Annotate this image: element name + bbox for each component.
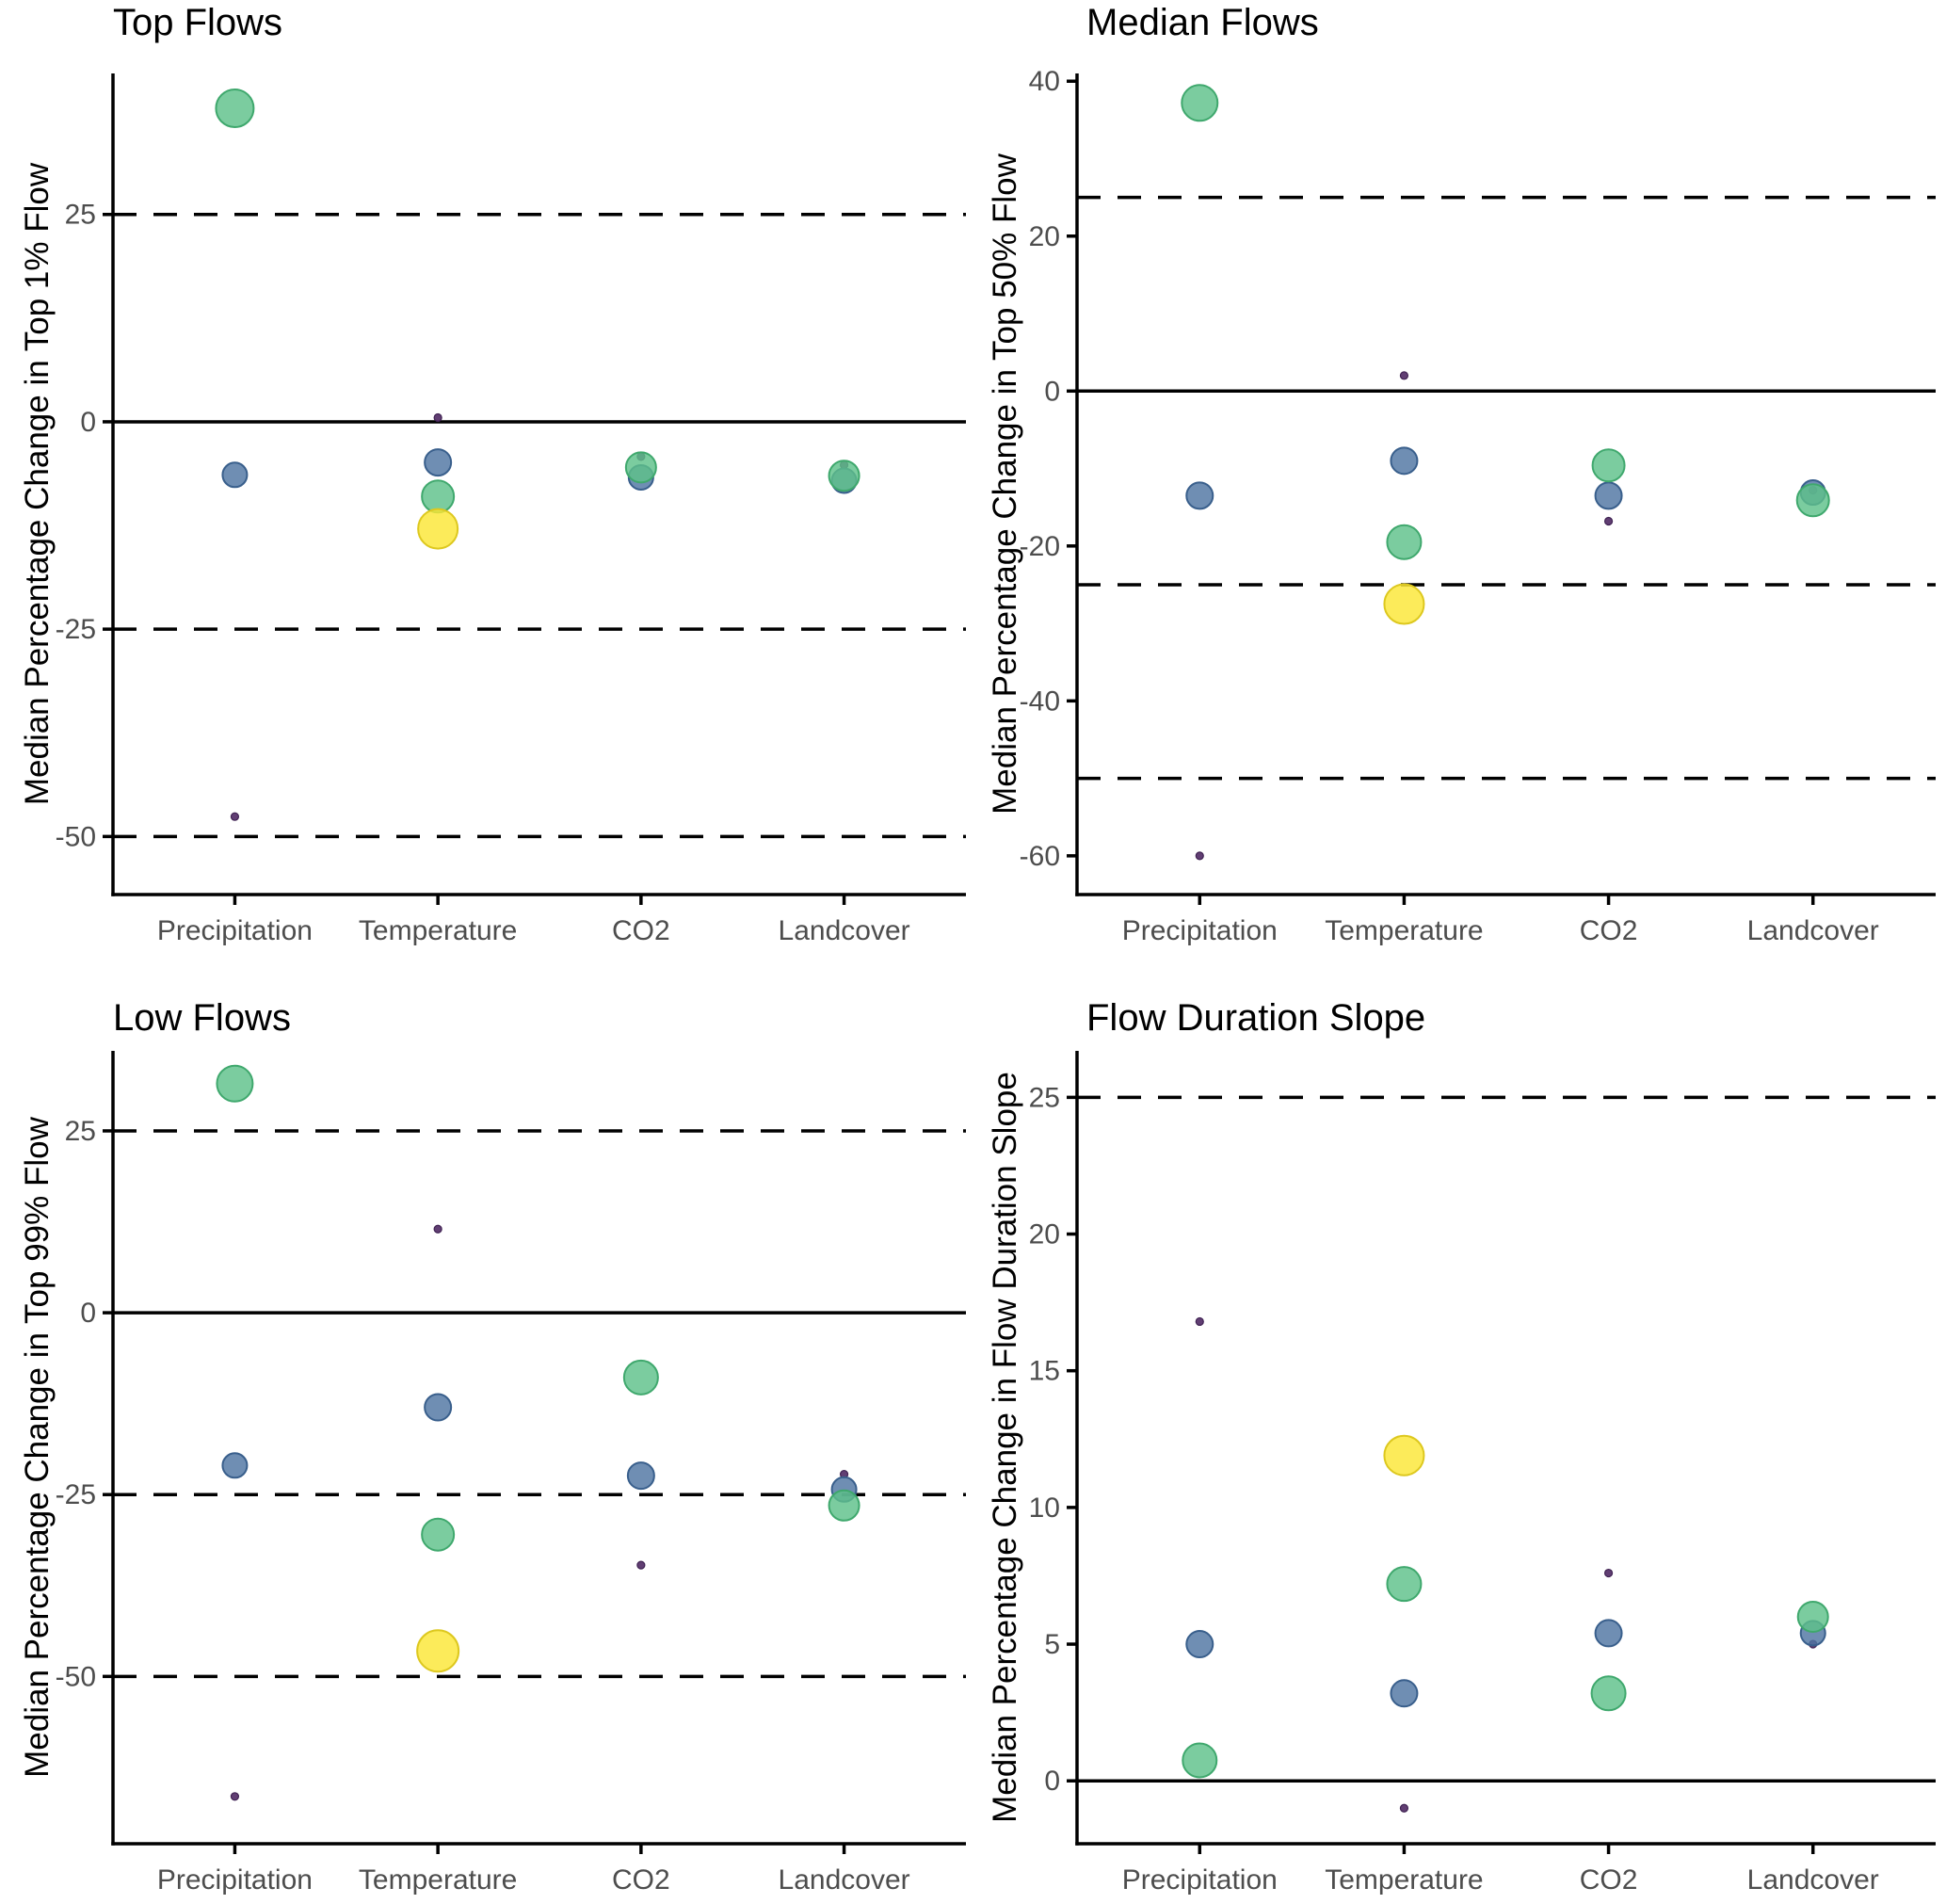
chart-title: Median Flows (1086, 2, 1319, 43)
y-tick-label: 25 (65, 1116, 96, 1147)
y-tick-label: 0 (1044, 1766, 1060, 1797)
green-data-point (828, 460, 860, 492)
y-tick-label: -20 (1020, 531, 1060, 562)
yellow-data-point (416, 1629, 460, 1673)
y-tick-label: 5 (1044, 1629, 1060, 1660)
green-data-point (1386, 1566, 1423, 1603)
category-label: Precipitation (157, 915, 313, 946)
category-label: Landcover (779, 915, 910, 946)
blue-data-point (626, 1461, 655, 1491)
category-label: Precipitation (157, 1864, 313, 1896)
purple-data-point (1603, 1568, 1614, 1578)
green-data-point (624, 451, 657, 484)
blue-data-point (221, 461, 249, 489)
green-data-point (1386, 524, 1423, 560)
top-flows-plot: 25 0 -25 -50 Precipitation Temperature CO2 Land… (56, 73, 966, 946)
blue-data-point (221, 1452, 249, 1479)
category-label: CO2 (1580, 1864, 1638, 1896)
flow-duration-slope-plot: 25 20 15 10 5 0 Precipitation Temperature CO2 Lan… (1029, 1051, 1936, 1896)
low-flows-plot: 25 0 -25 -50 Precipitation Temperature CO2 Land… (56, 1051, 966, 1896)
y-tick-label: -25 (56, 614, 96, 645)
y-tick-label: 15 (1029, 1356, 1060, 1387)
y-tick-label: -50 (56, 1661, 96, 1692)
green-data-point (1796, 1601, 1829, 1634)
yellow-data-point (417, 508, 459, 550)
category-label: CO2 (612, 1864, 670, 1896)
chart-title: Low Flows (113, 997, 291, 1039)
blue-data-point (1185, 1630, 1214, 1659)
green-data-point (1590, 1675, 1627, 1712)
purple-data-point (1399, 371, 1409, 380)
purple-data-point (433, 412, 442, 423)
category-label: Temperature (1325, 915, 1483, 946)
blue-data-point (1185, 481, 1214, 510)
y-tick-label: 0 (80, 1298, 96, 1329)
blue-data-point (424, 448, 453, 477)
green-data-point (1181, 84, 1219, 122)
green-data-point (1591, 448, 1626, 483)
purple-data-point (1603, 516, 1614, 526)
yellow-data-point (1383, 1434, 1425, 1476)
blue-data-point (1594, 1619, 1623, 1648)
y-tick-label: -40 (1020, 686, 1060, 717)
y-tick-label: 0 (80, 407, 96, 438)
green-data-point (215, 88, 255, 128)
chart-median-flows: Median Flows Median Percentage Change in… (973, 0, 1946, 952)
purple-data-point (1195, 1316, 1204, 1327)
green-data-point (1795, 483, 1830, 518)
chart-title: Top Flows (113, 2, 283, 43)
category-label: CO2 (612, 915, 670, 946)
y-tick-label: -50 (56, 821, 96, 852)
y-tick-label: 25 (65, 200, 96, 231)
y-tick-label: -60 (1020, 841, 1060, 872)
y-tick-label: -25 (56, 1479, 96, 1510)
blue-data-point (1390, 1679, 1419, 1708)
green-data-point (1182, 1742, 1218, 1779)
chart-flow-duration-slope: Flow Duration Slope Median Percentage Ch… (973, 952, 1946, 1904)
blue-data-point (1390, 446, 1419, 476)
y-tick-label: 40 (1029, 66, 1060, 97)
green-data-point (421, 479, 456, 514)
green-data-point (216, 1064, 254, 1103)
green-data-point (421, 1517, 456, 1552)
y-tick-label: 10 (1029, 1493, 1060, 1524)
purple-data-point (1399, 1803, 1409, 1813)
category-label: Temperature (1325, 1864, 1483, 1896)
yellow-data-point (1383, 583, 1425, 625)
category-label: Landcover (779, 1864, 910, 1896)
median-flows-plot: 40 20 0 -20 -40 -60 Precipitation Temperature CO… (1020, 66, 1936, 946)
category-label: Temperature (359, 1864, 517, 1896)
category-label: Precipitation (1122, 915, 1278, 946)
blue-data-point (1594, 481, 1623, 510)
purple-data-point (636, 1560, 646, 1570)
purple-data-point (433, 1224, 442, 1234)
blue-data-point (424, 1393, 453, 1422)
green-data-point (828, 1489, 860, 1522)
chart-title: Flow Duration Slope (1086, 997, 1426, 1039)
category-label: Precipitation (1122, 1864, 1278, 1896)
category-label: Landcover (1747, 915, 1879, 946)
y-tick-label: 0 (1044, 376, 1060, 407)
y-tick-label: 20 (1029, 221, 1060, 252)
y-tick-label: 20 (1029, 1219, 1060, 1251)
chart-low-flows: Low Flows Median Percentage Change in To… (0, 952, 973, 1904)
chart-top-flows: Top Flows Median Percentage Change in To… (0, 0, 973, 952)
y-tick-label: 25 (1029, 1082, 1060, 1113)
category-label: Landcover (1747, 1864, 1879, 1896)
purple-data-point (230, 812, 240, 821)
category-label: CO2 (1580, 915, 1638, 946)
green-data-point (622, 1359, 659, 1396)
purple-data-point (230, 1792, 240, 1801)
category-label: Temperature (359, 915, 517, 946)
purple-data-point (1195, 851, 1204, 861)
